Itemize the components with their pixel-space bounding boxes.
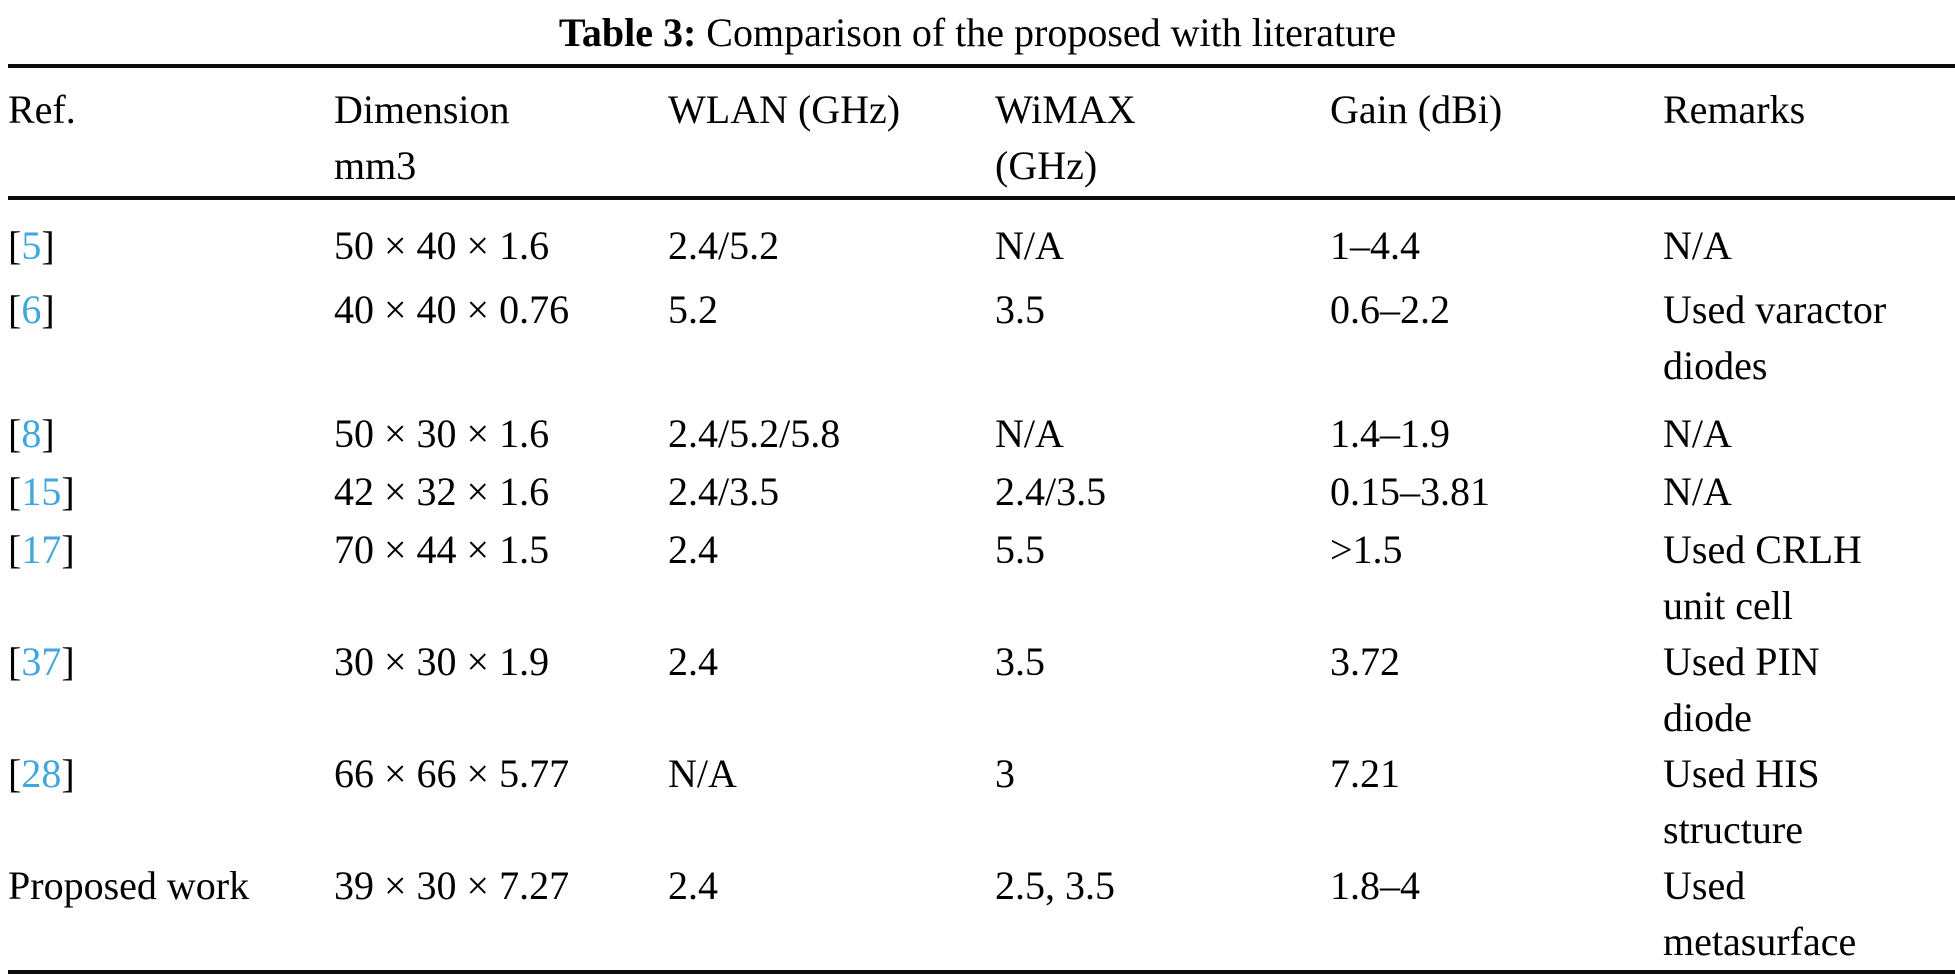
cell-wlan: 2.4 [668, 527, 718, 572]
ref-bracket-open: [ [8, 751, 22, 796]
cell-ref: [28] [8, 746, 334, 858]
column-header-wimax: WiMAX (GHz) [995, 87, 1136, 188]
comparison-table: Ref. Dimension mm3 WLAN (GHz) WiMAX (GHz… [8, 64, 1955, 974]
cell-ref: [17] [8, 522, 334, 634]
cell-remarks: N/A [1663, 469, 1732, 514]
column-header-ref: Ref. [8, 87, 76, 132]
cell-gain: 1–4.4 [1330, 223, 1420, 268]
table-row: [28] 66 × 66 × 5.77 N/A 3 7.21 Used HIS … [8, 746, 1955, 858]
ref-bracket-close: ] [41, 287, 55, 332]
cell-dimension: 50 × 40 × 1.6 [334, 223, 550, 268]
table-caption: Table 3: Comparison of the proposed with… [0, 6, 1955, 60]
table-row: [17] 70 × 44 × 1.5 2.4 5.5 >1.5 Used CRL… [8, 522, 1955, 634]
ref-link[interactable]: 15 [21, 469, 62, 514]
ref-bracket-open: [ [8, 469, 22, 514]
cell-wimax: 2.5, 3.5 [995, 863, 1115, 908]
cell-wimax: 3.5 [995, 639, 1045, 684]
cell-ref: [5] [8, 198, 334, 282]
cell-dimension: 30 × 30 × 1.9 [334, 639, 550, 684]
cell-gain: >1.5 [1330, 527, 1403, 572]
column-header-wlan: WLAN (GHz) [668, 87, 901, 132]
ref-bracket-open: [ [8, 287, 22, 332]
cell-ref: [15] [8, 464, 334, 522]
cell-gain: 3.72 [1330, 639, 1400, 684]
ref-link[interactable]: 6 [21, 287, 42, 332]
cell-gain: 1.8–4 [1330, 863, 1420, 908]
cell-remarks: Used PIN diode [1663, 639, 1820, 740]
cell-wlan: N/A [668, 751, 737, 796]
ref-bracket-close: ] [61, 469, 75, 514]
cell-ref: [37] [8, 634, 334, 746]
cell-remarks: N/A [1663, 223, 1732, 268]
cell-remarks: Used CRLH unit cell [1663, 527, 1862, 628]
ref-bracket-open: [ [8, 639, 22, 684]
cell-ref: [8] [8, 406, 334, 464]
table-header-row: Ref. Dimension mm3 WLAN (GHz) WiMAX (GHz… [8, 66, 1955, 198]
cell-gain: 0.6–2.2 [1330, 287, 1450, 332]
cell-gain: 1.4–1.9 [1330, 411, 1450, 456]
cell-ref: [6] [8, 282, 334, 406]
cell-wimax: 3.5 [995, 287, 1045, 332]
cell-gain: 0.15–3.81 [1330, 469, 1490, 514]
cell-dimension: 40 × 40 × 0.76 [334, 287, 570, 332]
cell-wimax: N/A [995, 411, 1064, 456]
cell-wlan: 2.4/5.2 [668, 223, 780, 268]
table-row: [15] 42 × 32 × 1.6 2.4/3.5 2.4/3.5 0.15–… [8, 464, 1955, 522]
ref-link[interactable]: 37 [21, 639, 62, 684]
column-header-remarks: Remarks [1663, 87, 1806, 132]
cell-remarks: N/A [1663, 411, 1732, 456]
cell-wlan: 2.4 [668, 863, 718, 908]
cell-wimax: 5.5 [995, 527, 1045, 572]
ref-bracket-open: [ [8, 223, 22, 268]
cell-dimension: 66 × 66 × 5.77 [334, 751, 570, 796]
ref-link[interactable]: 17 [21, 527, 62, 572]
row-label: Proposed work [8, 863, 250, 908]
ref-bracket-close: ] [61, 751, 75, 796]
cell-wimax: 2.4/3.5 [995, 469, 1107, 514]
cell-remarks: Used metasurface [1663, 863, 1857, 964]
table-row: [37] 30 × 30 × 1.9 2.4 3.5 3.72 Used PIN… [8, 634, 1955, 746]
cell-wlan: 5.2 [668, 287, 718, 332]
cell-wlan: 2.4/3.5 [668, 469, 780, 514]
table-row: [5] 50 × 40 × 1.6 2.4/5.2 N/A 1–4.4 N/A [8, 198, 1955, 282]
table-caption-text: Comparison of the proposed with literatu… [696, 10, 1397, 55]
cell-gain: 7.21 [1330, 751, 1400, 796]
cell-remarks: Used HIS structure [1663, 751, 1820, 852]
cell-wlan: 2.4 [668, 639, 718, 684]
ref-bracket-close: ] [61, 527, 75, 572]
ref-link[interactable]: 28 [21, 751, 62, 796]
cell-dimension: 70 × 44 × 1.5 [334, 527, 550, 572]
ref-bracket-close: ] [61, 639, 75, 684]
cell-wimax: 3 [995, 751, 1015, 796]
cell-wlan: 2.4/5.2/5.8 [668, 411, 841, 456]
cell-ref: Proposed work [8, 858, 334, 972]
ref-bracket-open: [ [8, 411, 22, 456]
table-row-proposed: Proposed work 39 × 30 × 7.27 2.4 2.5, 3.… [8, 858, 1955, 972]
table-row: [6] 40 × 40 × 0.76 5.2 3.5 0.6–2.2 Used … [8, 282, 1955, 406]
column-header-dimension: Dimension mm3 [334, 87, 510, 188]
cell-dimension: 42 × 32 × 1.6 [334, 469, 550, 514]
table-row: [8] 50 × 30 × 1.6 2.4/5.2/5.8 N/A 1.4–1.… [8, 406, 1955, 464]
cell-dimension: 39 × 30 × 7.27 [334, 863, 570, 908]
table-caption-label: Table 3: [558, 10, 697, 55]
ref-link[interactable]: 5 [21, 223, 42, 268]
cell-wimax: N/A [995, 223, 1064, 268]
cell-remarks: Used varactor diodes [1663, 287, 1887, 388]
ref-bracket-close: ] [41, 411, 55, 456]
ref-bracket-open: [ [8, 527, 22, 572]
column-header-gain: Gain (dBi) [1330, 87, 1503, 132]
ref-bracket-close: ] [41, 223, 55, 268]
ref-link[interactable]: 8 [21, 411, 42, 456]
cell-dimension: 50 × 30 × 1.6 [334, 411, 550, 456]
